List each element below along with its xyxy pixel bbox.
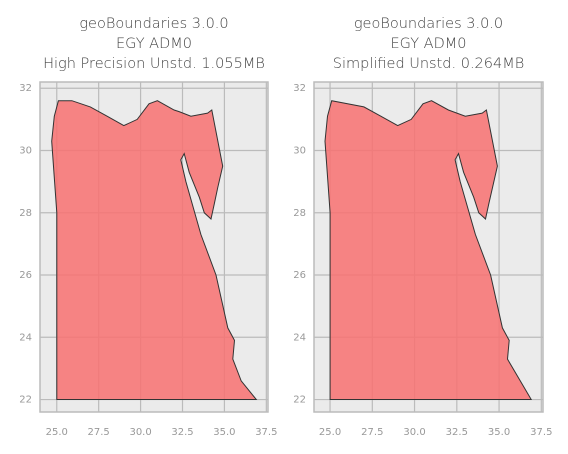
x-tick-label: 35.0 <box>213 427 235 438</box>
y-tick-label: 26 <box>293 270 306 281</box>
y-tick-label: 22 <box>293 395 306 406</box>
x-tick-label: 32.5 <box>446 427 468 438</box>
panel-title: geoBoundaries 3.0.0 <box>354 16 503 32</box>
panel-title: High Precision Unstd. 1.055MB <box>43 56 265 72</box>
y-tick-label: 28 <box>19 208 32 219</box>
x-tick-label: 25.0 <box>46 427 68 438</box>
country-outline <box>324 100 533 400</box>
panel-title: Simplified Unstd. 0.264MB <box>333 56 524 72</box>
y-tick-label: 32 <box>19 83 32 94</box>
x-tick-label: 37.5 <box>255 427 277 438</box>
x-tick-label: 35.0 <box>488 427 510 438</box>
panel-title: geoBoundaries 3.0.0 <box>79 16 228 32</box>
y-tick-label: 22 <box>19 395 32 406</box>
x-tick-label: 27.5 <box>88 427 110 438</box>
y-tick-label: 26 <box>19 270 32 281</box>
x-tick-label: 37.5 <box>530 427 552 438</box>
y-tick-label: 28 <box>293 208 306 219</box>
x-tick-label: 30.0 <box>403 427 425 438</box>
x-tick-label: 25.0 <box>319 427 341 438</box>
y-tick-label: 32 <box>293 83 306 94</box>
x-tick-label: 30.0 <box>129 427 151 438</box>
x-tick-label: 32.5 <box>171 427 193 438</box>
y-tick-label: 30 <box>19 145 32 156</box>
x-tick-label: 27.5 <box>361 427 383 438</box>
panel-title: EGY ADM0 <box>391 36 467 52</box>
y-tick-label: 24 <box>19 332 32 343</box>
panel-title: EGY ADM0 <box>116 36 192 52</box>
country-outline <box>51 100 258 400</box>
y-tick-label: 30 <box>293 145 306 156</box>
y-tick-label: 24 <box>293 332 306 343</box>
